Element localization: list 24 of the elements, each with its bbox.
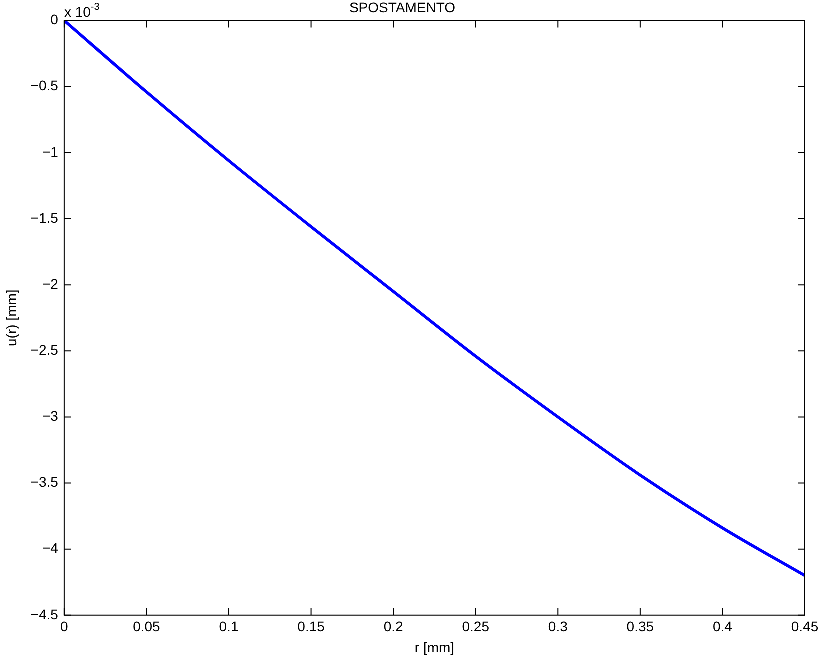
y-tick-label: −4	[42, 540, 59, 556]
x-tick-label: 0.05	[133, 618, 161, 635]
x-tick-label: 0.2	[384, 618, 404, 635]
y-tick-label: −3.5	[30, 474, 59, 490]
line-series	[64, 20, 805, 578]
x-tick-label: 0.25	[462, 618, 490, 635]
y-tick-label: −2.5	[30, 342, 59, 358]
y-tick-label: −3	[42, 408, 59, 424]
y-tick-label: 0	[50, 12, 59, 28]
x-tick-label: 0.4	[712, 618, 733, 635]
x-tick-label: 0.1	[219, 618, 239, 635]
x-tick-label: 0.35	[626, 618, 654, 635]
y-tick-label: −1.5	[30, 210, 59, 226]
x-axis-title: r [mm]	[414, 639, 455, 656]
y-axis-title: u(r) [mm]	[3, 290, 20, 346]
x-tick-label: 0.3	[548, 618, 568, 635]
x-tick-label: 0.15	[298, 618, 326, 635]
chart-title: SPOSTAMENTO	[349, 0, 456, 16]
y-tick-label: −0.5	[30, 78, 59, 94]
y-tick-label: −2	[42, 276, 59, 292]
x-tick-label: 0	[60, 618, 69, 635]
y-tick-label: −1	[42, 144, 59, 160]
x-tick-label: 0.45	[791, 618, 819, 635]
y-tick-label: −4.5	[30, 606, 59, 622]
